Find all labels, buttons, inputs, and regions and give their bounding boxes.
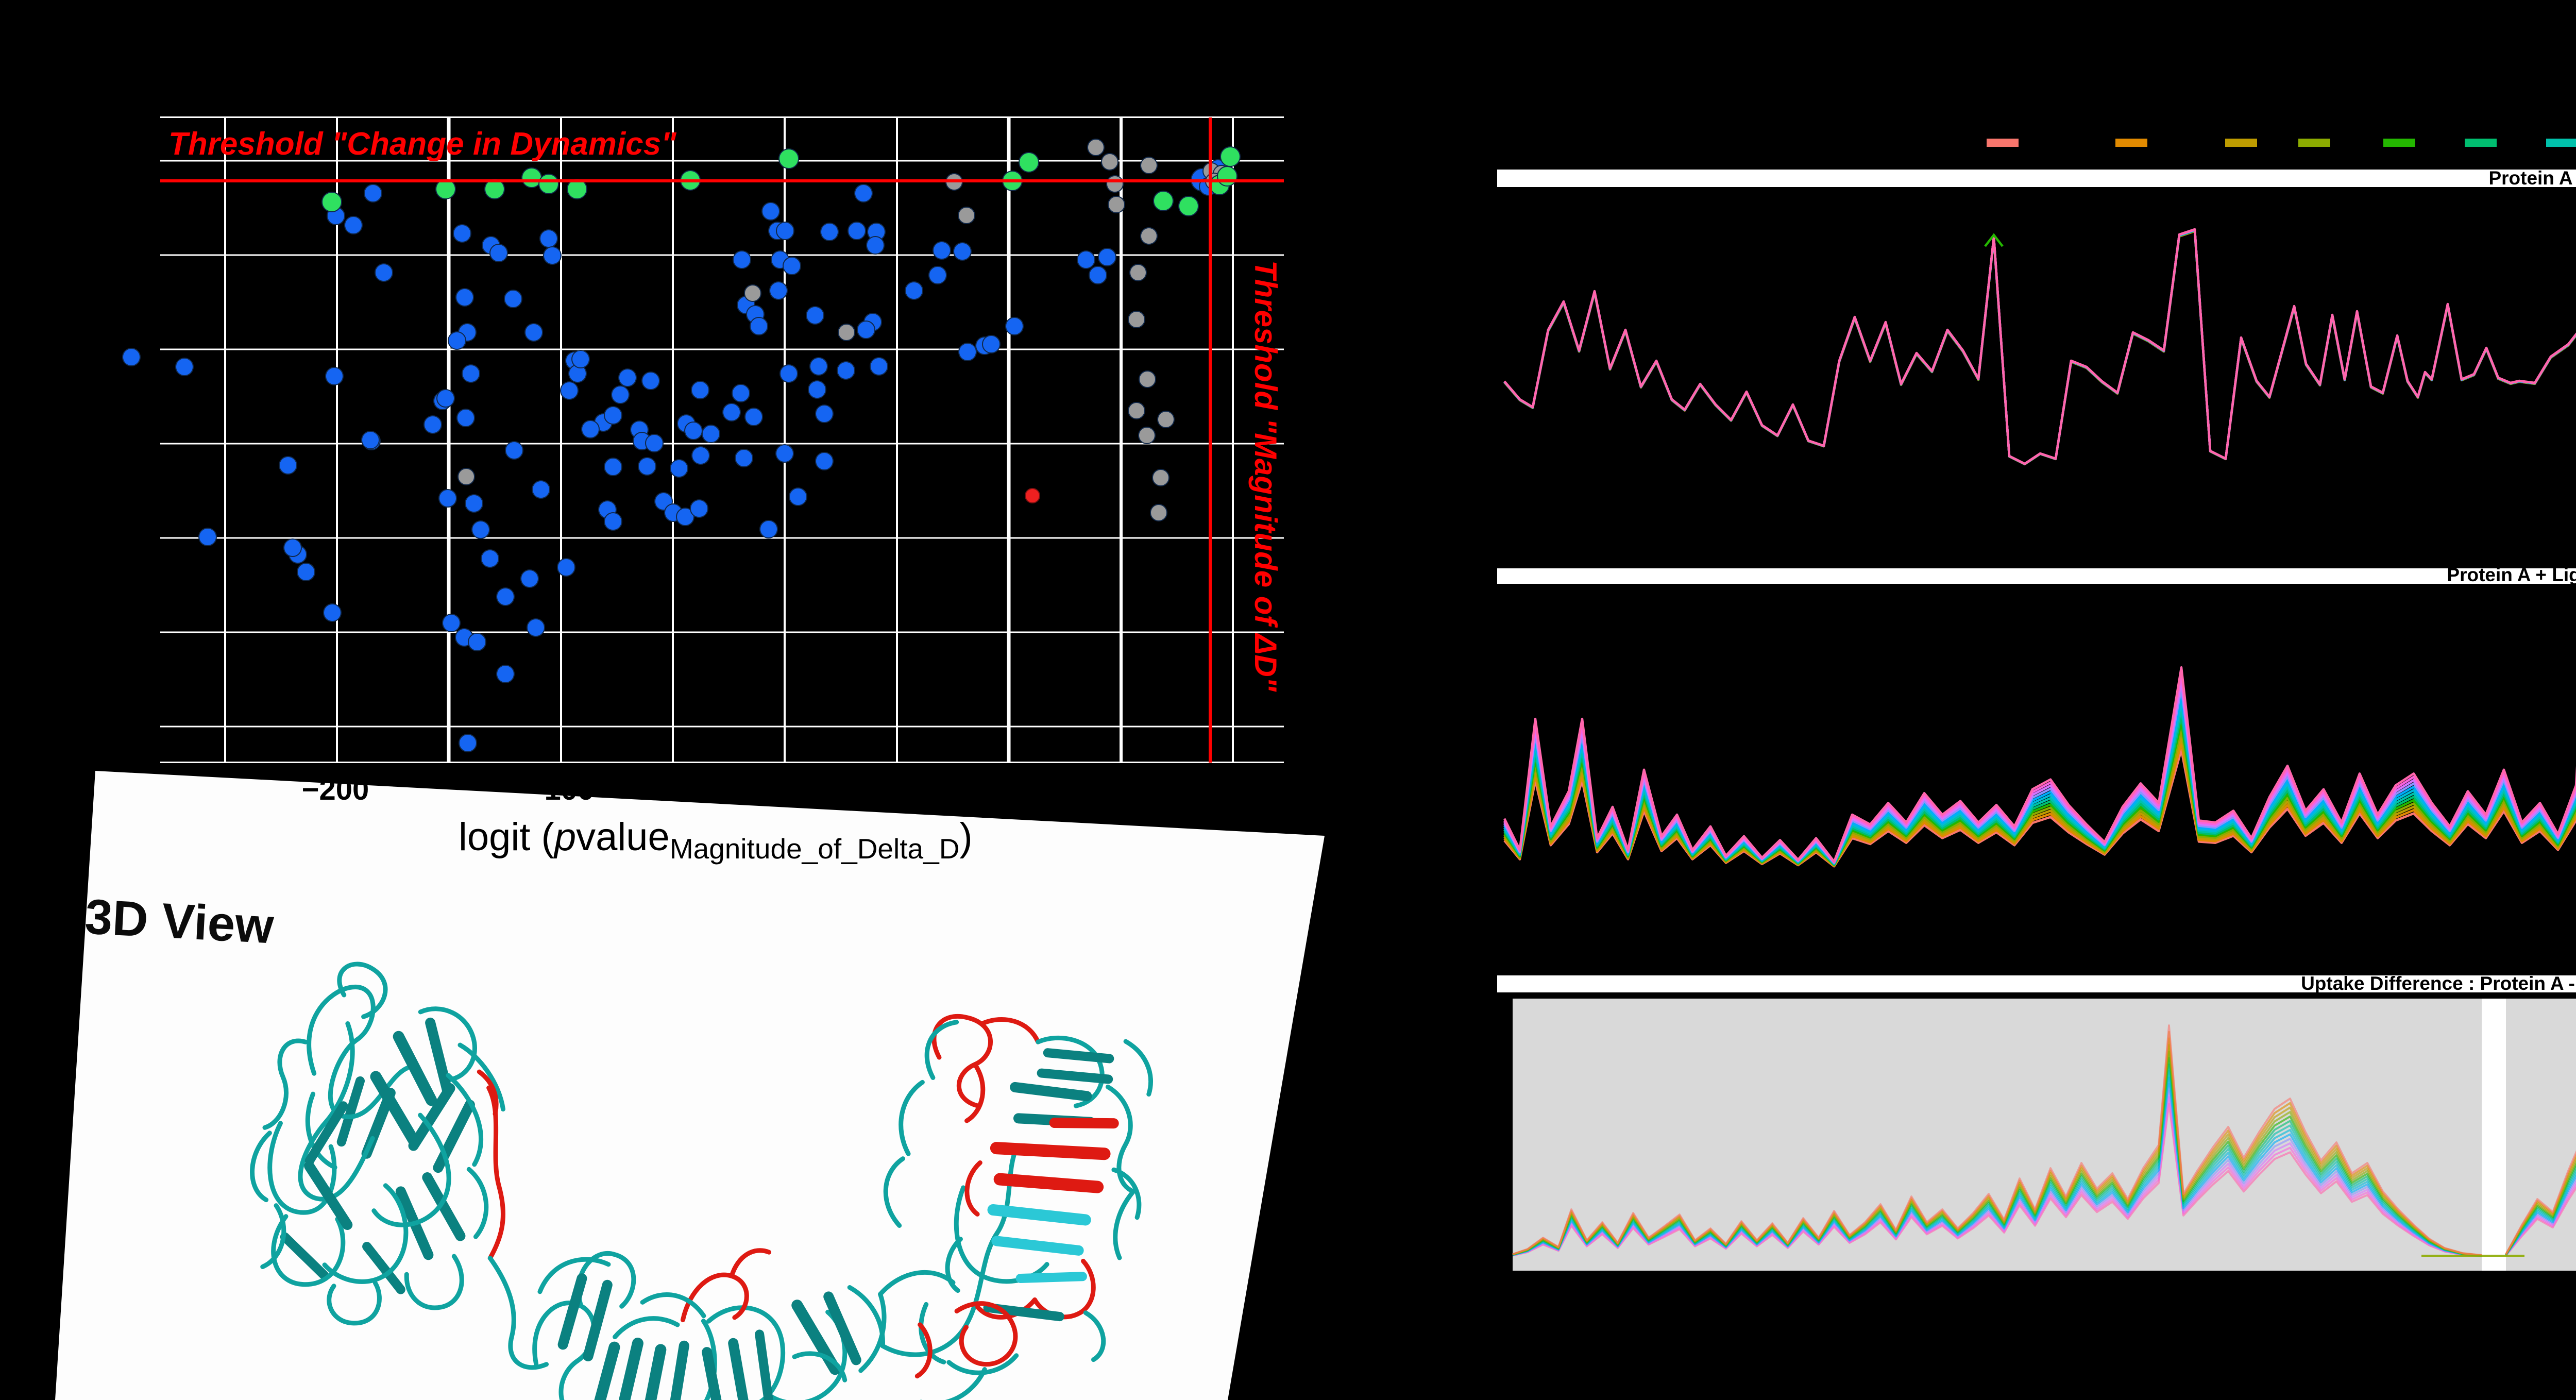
svg-text:Protein A + Ligand: Protein A + Ligand xyxy=(2447,564,2576,585)
svg-text:Uptake Difference : Protein A: Uptake Difference : Protein A - (Protein… xyxy=(2301,973,2576,994)
svg-text:3D View: 3D View xyxy=(83,889,275,954)
svg-text:−200: −200 xyxy=(302,773,369,806)
svg-text:0: 0 xyxy=(777,773,794,806)
svg-text:Threshold "Change in Dynamics": Threshold "Change in Dynamics" xyxy=(168,126,677,162)
svg-text:Threshold "Magnitude of ΔD": Threshold "Magnitude of ΔD" xyxy=(1248,260,1283,693)
svg-text:Protein A: Protein A xyxy=(2488,167,2572,189)
svg-text:−100: −100 xyxy=(527,773,595,806)
